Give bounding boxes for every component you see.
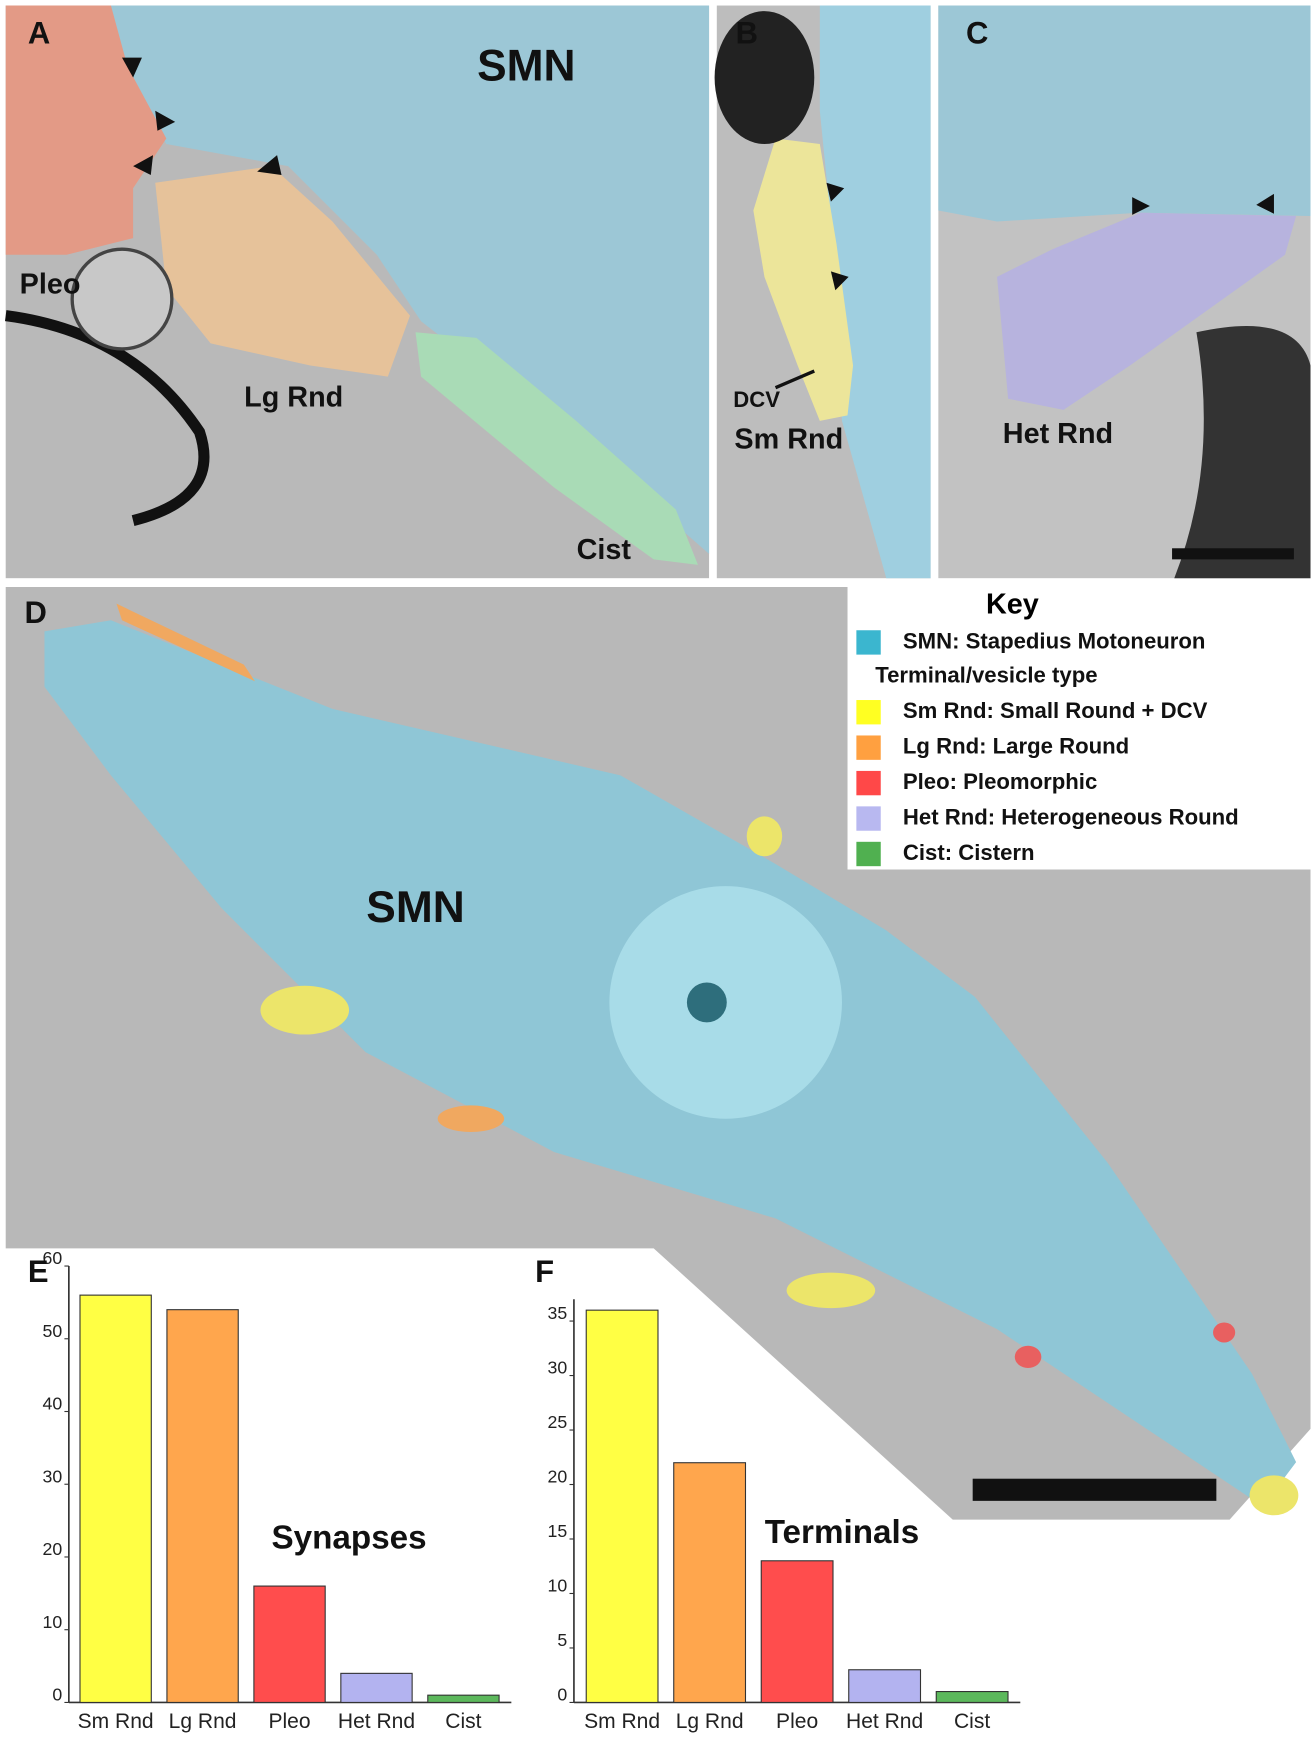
page: {"panels": { "A": {"label": "A", "texts"…	[0, 0, 1314, 1739]
panel-label: D	[25, 595, 47, 630]
bar	[761, 1561, 833, 1703]
y-tick-label: 5	[557, 1630, 567, 1650]
x-tick-label: Cist	[445, 1710, 481, 1733]
structure-label: DCV	[733, 387, 780, 412]
x-tick-label: Sm Rnd	[584, 1710, 660, 1733]
bar	[936, 1692, 1008, 1703]
pleo-terminal	[1213, 1323, 1235, 1343]
key-swatch	[856, 630, 880, 654]
x-tick-label: Pleo	[776, 1710, 818, 1733]
bar	[80, 1295, 151, 1702]
panel-label: E	[28, 1254, 49, 1289]
structure-label: Sm Rnd	[734, 423, 843, 455]
x-tick-label: Lg Rnd	[676, 1710, 744, 1733]
key-label: Het Rnd: Heterogeneous Round	[903, 804, 1239, 829]
smn-region	[938, 6, 1310, 222]
y-tick-label: 10	[548, 1576, 568, 1596]
x-tick-label: Cist	[954, 1710, 990, 1733]
y-tick-label: 30	[42, 1466, 62, 1486]
myelin	[715, 11, 815, 144]
bar	[167, 1310, 238, 1703]
y-tick-label: 20	[548, 1467, 568, 1487]
scale-bar	[1172, 548, 1294, 559]
y-tick-label: 40	[42, 1394, 62, 1414]
structure-label: Het Rnd	[1003, 418, 1113, 450]
bar	[586, 1310, 658, 1702]
lg-rnd-terminal	[438, 1105, 504, 1132]
bar	[341, 1673, 412, 1702]
structure-label: SMN	[366, 883, 464, 932]
key-subtitle: Terminal/vesicle type	[875, 663, 1097, 688]
y-tick-label: 0	[557, 1684, 567, 1704]
nucleolus	[687, 982, 727, 1022]
y-tick-label: 25	[548, 1412, 568, 1432]
x-tick-label: Lg Rnd	[169, 1710, 237, 1733]
y-tick-label: 30	[548, 1358, 568, 1378]
bar	[254, 1586, 325, 1702]
y-tick-label: 50	[42, 1321, 62, 1341]
x-tick-label: Sm Rnd	[78, 1710, 154, 1733]
x-tick-label: Pleo	[268, 1710, 310, 1733]
sm-rnd-terminal	[747, 816, 782, 856]
panel-label: A	[28, 16, 50, 51]
y-tick-label: 35	[548, 1303, 568, 1323]
key-swatch	[856, 771, 880, 795]
key-label: Pleo: Pleomorphic	[903, 769, 1097, 794]
x-tick-label: Het Rnd	[846, 1710, 923, 1733]
key-swatch	[856, 842, 880, 866]
key-label: Sm Rnd: Small Round + DCV	[903, 698, 1208, 723]
structure-label: SMN	[477, 41, 575, 90]
panel-label: C	[966, 16, 988, 51]
bar	[674, 1463, 746, 1703]
sm-rnd-terminal	[1250, 1475, 1299, 1515]
x-tick-label: Het Rnd	[338, 1710, 415, 1733]
key-swatch	[856, 735, 880, 759]
bar	[428, 1695, 499, 1702]
structure-label: Lg Rnd	[244, 381, 343, 413]
figure: A SMN Pleo Lg Rnd Cist B DCV Sm Rnd C He…	[0, 0, 1314, 1739]
structure-label: Cist	[577, 534, 632, 566]
panel-label: F	[535, 1254, 554, 1289]
chart-title: Terminals	[765, 1514, 919, 1551]
key-title: Key	[986, 588, 1039, 620]
panel-label: B	[736, 16, 758, 51]
y-tick-label: 0	[52, 1684, 62, 1704]
sm-rnd-terminal	[787, 1273, 876, 1308]
y-tick-label: 15	[548, 1521, 568, 1541]
key-swatch	[856, 806, 880, 830]
chart-title: Synapses	[272, 1519, 427, 1556]
key-label: SMN: Stapedius Motoneuron	[903, 628, 1206, 653]
pleo-terminal	[1015, 1346, 1042, 1368]
bar	[849, 1670, 921, 1703]
axon	[72, 249, 172, 349]
y-tick-label: 20	[42, 1539, 62, 1559]
structure-label: Pleo	[20, 268, 81, 300]
sm-rnd-terminal	[260, 986, 349, 1035]
key-label: Lg Rnd: Large Round	[903, 734, 1129, 759]
scale-bar	[973, 1479, 1217, 1501]
key-label: Cist: Cistern	[903, 840, 1035, 865]
y-tick-label: 10	[42, 1612, 62, 1632]
key-swatch	[856, 700, 880, 724]
